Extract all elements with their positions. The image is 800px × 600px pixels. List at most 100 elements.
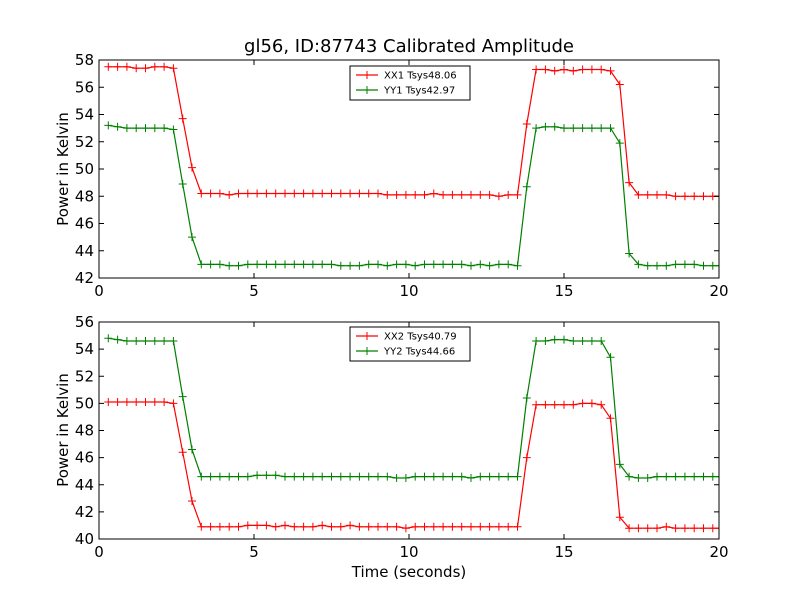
data-point [504, 472, 513, 481]
data-point [541, 65, 550, 74]
data-point [308, 189, 317, 198]
data-point [662, 261, 671, 270]
data-point [643, 261, 652, 270]
y-tick-label: 56 [75, 313, 94, 331]
data-point [113, 122, 122, 131]
y-tick-label: 50 [75, 394, 94, 412]
data-point [513, 261, 522, 270]
data-point [448, 472, 457, 481]
data-point [671, 472, 680, 481]
data-point [485, 261, 494, 270]
data-point [318, 521, 327, 530]
data-point [225, 472, 234, 481]
data-point [560, 65, 568, 74]
data-point [606, 66, 615, 75]
data-point [243, 472, 252, 481]
data-point [485, 190, 494, 199]
data-point [327, 522, 336, 531]
data-point [336, 261, 345, 270]
data-point [699, 261, 708, 270]
data-point [383, 472, 392, 481]
data-point [625, 472, 634, 481]
x-tick-label: 5 [249, 543, 259, 561]
data-point [355, 472, 364, 481]
data-point [160, 62, 169, 71]
data-point [308, 472, 317, 481]
data-point [299, 260, 308, 269]
data-point [615, 139, 624, 148]
data-point [587, 65, 596, 74]
data-point [141, 64, 150, 73]
data-point [364, 189, 373, 198]
data-point [569, 124, 578, 133]
data-point [578, 337, 587, 345]
data-point [494, 260, 503, 269]
data-point [122, 62, 131, 71]
data-point [383, 190, 392, 199]
data-point [429, 260, 438, 269]
data-point [504, 260, 513, 269]
data-point [457, 472, 466, 481]
x-tick-label: 15 [554, 282, 573, 300]
y-tick-label: 44 [75, 242, 94, 260]
data-point [429, 472, 438, 481]
x-tick-label: 10 [399, 282, 418, 300]
data-point [411, 261, 420, 270]
data-point [327, 472, 336, 481]
data-point [374, 260, 382, 269]
legend-box [349, 326, 471, 362]
y-tick-label: 48 [75, 187, 94, 205]
data-point [476, 522, 485, 531]
data-point [346, 472, 355, 481]
legend-marker [363, 71, 371, 79]
data-point [476, 472, 485, 481]
data-point [141, 337, 150, 345]
data-point [615, 460, 624, 469]
data-point [169, 399, 178, 408]
data-point [541, 122, 550, 131]
data-point [197, 189, 206, 198]
data-point [476, 190, 485, 199]
data-point [318, 472, 327, 481]
data-point [364, 472, 373, 481]
data-point [215, 189, 224, 198]
data-point [494, 472, 503, 481]
data-point [290, 260, 299, 269]
data-point [169, 337, 178, 345]
legend-label: XX1 Tsys48.06 [384, 71, 457, 82]
data-point [141, 398, 150, 406]
y-tick-label: 48 [75, 422, 94, 440]
data-point [662, 472, 671, 481]
data-point [271, 189, 280, 198]
data-point [281, 260, 289, 269]
data-point [243, 189, 252, 198]
data-point [522, 453, 531, 462]
data-point [690, 472, 699, 481]
y-tick-label: 58 [75, 51, 94, 69]
data-point [439, 260, 448, 269]
data-point [160, 124, 169, 133]
legend-label: XX2 Tsys40.79 [384, 332, 457, 343]
bottom-panel: 0 5 10 15 20 40 42 44 46 48 50 52 54 56 Power in Kelvi… [54, 313, 729, 561]
data-point [541, 337, 550, 345]
y-axis-label: Power in Kelvin [54, 373, 72, 487]
data-point [662, 522, 671, 531]
data-point [467, 261, 475, 270]
data-point [429, 189, 438, 198]
data-point [411, 472, 420, 481]
data-point [392, 190, 401, 199]
data-point [671, 524, 680, 533]
data-point [225, 522, 234, 531]
data-point [318, 260, 327, 269]
data-point [150, 398, 159, 406]
data-point [150, 124, 159, 133]
y-tick-label: 50 [75, 160, 94, 178]
data-point [467, 190, 475, 199]
y-tick-label: 44 [75, 476, 94, 494]
x-tick-label: 0 [94, 543, 104, 561]
data-point [699, 192, 708, 201]
data-point [494, 192, 503, 201]
legend-marker [363, 332, 371, 340]
y-tick-label: 52 [75, 133, 94, 151]
